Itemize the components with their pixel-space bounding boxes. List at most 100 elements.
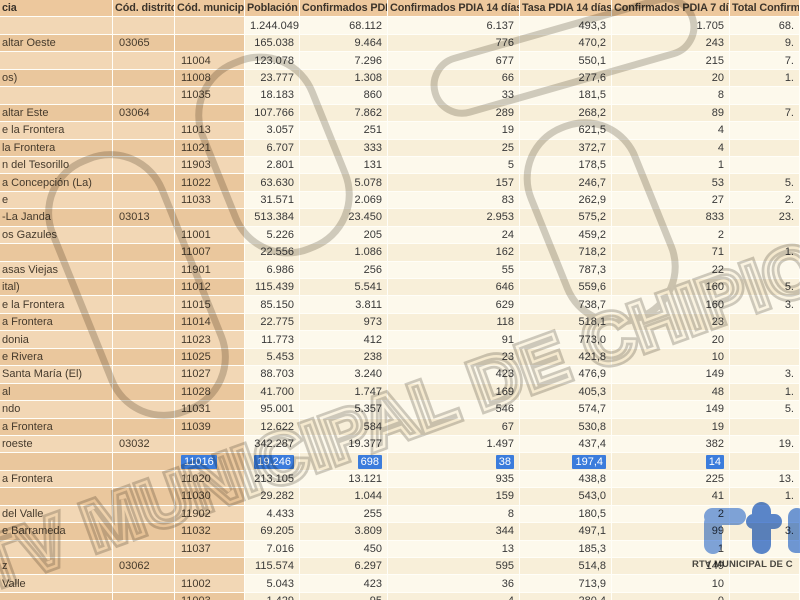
- confirmed-pdia-7d-cell[interactable]: 382: [612, 435, 730, 454]
- confirmed-pdia-cell[interactable]: 251: [300, 122, 388, 140]
- municipality-code-cell[interactable]: 11033: [175, 191, 245, 210]
- total-confirmed-cell[interactable]: [730, 540, 800, 558]
- municipality-name-cell[interactable]: ndo: [0, 401, 113, 419]
- table-row[interactable]: altar Oeste 03065 165.038 9.464 776 470,2 243 9…: [0, 34, 800, 53]
- total-confirmed-cell[interactable]: 1.: [730, 488, 800, 506]
- table-row[interactable]: 11030 29.282 1.044 159 543,0 41 1.: [0, 488, 800, 506]
- district-code-cell[interactable]: [113, 366, 175, 384]
- confirmed-pdia-14d-cell[interactable]: 13: [388, 540, 520, 558]
- municipality-name-cell[interactable]: [0, 592, 113, 600]
- confirmed-pdia-14d-cell[interactable]: 289: [388, 104, 520, 123]
- confirmed-pdia-14d-cell[interactable]: 25: [388, 139, 520, 157]
- rate-pdia-14d-cell[interactable]: 185,3: [520, 540, 612, 558]
- confirmed-pdia-7d-cell[interactable]: 149: [612, 558, 730, 576]
- municipality-name-cell[interactable]: e la Frontera: [0, 296, 113, 314]
- confirmed-pdia-7d-cell[interactable]: 53: [612, 174, 730, 192]
- total-confirmed-cell[interactable]: [730, 156, 800, 175]
- population-cell[interactable]: 63.630: [245, 174, 300, 192]
- municipality-code-cell[interactable]: 11001: [175, 226, 245, 245]
- municipality-code-cell[interactable]: 11027: [175, 366, 245, 384]
- confirmed-pdia-14d-cell[interactable]: 19: [388, 122, 520, 140]
- population-cell[interactable]: 85.150: [245, 296, 300, 314]
- confirmed-pdia-14d-cell[interactable]: 776: [388, 34, 520, 53]
- confirmed-pdia-7d-cell[interactable]: 0: [612, 592, 730, 600]
- population-cell[interactable]: 165.038: [245, 34, 300, 53]
- municipality-name-cell[interactable]: [0, 488, 113, 506]
- municipality-code-cell[interactable]: 11902: [175, 505, 245, 524]
- confirmed-pdia-7d-cell[interactable]: 23: [612, 313, 730, 332]
- confirmed-pdia-7d-cell[interactable]: 2: [612, 505, 730, 524]
- total-confirmed-cell[interactable]: [730, 575, 800, 593]
- municipality-code-cell[interactable]: 11035: [175, 87, 245, 105]
- district-code-cell[interactable]: [113, 296, 175, 314]
- rate-pdia-14d-cell[interactable]: 277,6: [520, 69, 612, 88]
- confirmed-pdia-7d-cell[interactable]: 833: [612, 209, 730, 227]
- confirmed-pdia-14d-cell[interactable]: 67: [388, 418, 520, 436]
- municipality-name-cell[interactable]: la Frontera: [0, 139, 113, 157]
- total-confirmed-cell[interactable]: 7.: [730, 52, 800, 70]
- municipality-name-cell[interactable]: e: [0, 191, 113, 210]
- confirmed-pdia-7d-cell[interactable]: 149: [612, 401, 730, 419]
- population-cell[interactable]: 7.016: [245, 540, 300, 558]
- total-confirmed-cell[interactable]: 3.: [730, 296, 800, 314]
- rate-pdia-14d-cell[interactable]: 459,2: [520, 226, 612, 245]
- confirmed-pdia-14d-cell[interactable]: 4: [388, 592, 520, 600]
- table-row[interactable]: e la Frontera 11013 3.057 251 19 621,5 4: [0, 122, 800, 140]
- table-row[interactable]: 11037 7.016 450 13 185,3 1: [0, 540, 800, 558]
- district-code-cell[interactable]: [113, 401, 175, 419]
- rate-pdia-14d-cell[interactable]: 574,7: [520, 401, 612, 419]
- confirmed-pdia-14d-cell[interactable]: 595: [388, 558, 520, 576]
- rate-pdia-14d-cell[interactable]: 787,3: [520, 261, 612, 279]
- municipality-code-cell[interactable]: [175, 104, 245, 123]
- confirmed-pdia-7d-cell[interactable]: 41: [612, 488, 730, 506]
- header-confirmados-pdia[interactable]: Confirmados PDIA: [300, 0, 388, 18]
- population-cell[interactable]: 6.707: [245, 139, 300, 157]
- municipality-code-cell[interactable]: 11031: [175, 401, 245, 419]
- district-code-cell[interactable]: [113, 139, 175, 157]
- district-code-cell[interactable]: [113, 470, 175, 489]
- population-cell[interactable]: 19.246: [245, 453, 300, 471]
- header-total-confirmados[interactable]: Total Confirma: [730, 0, 800, 18]
- municipality-code-cell[interactable]: 11012: [175, 279, 245, 297]
- total-confirmed-cell[interactable]: [730, 453, 800, 471]
- confirmed-pdia-7d-cell[interactable]: 1: [612, 540, 730, 558]
- municipality-name-cell[interactable]: [0, 87, 113, 105]
- confirmed-pdia-cell[interactable]: 7.862: [300, 104, 388, 123]
- district-code-cell[interactable]: [113, 592, 175, 600]
- rate-pdia-14d-cell[interactable]: 421,8: [520, 348, 612, 367]
- municipality-code-cell[interactable]: 11008: [175, 69, 245, 88]
- confirmed-pdia-cell[interactable]: 68.112: [300, 17, 388, 35]
- confirmed-pdia-cell[interactable]: 131: [300, 156, 388, 175]
- district-code-cell[interactable]: [113, 453, 175, 471]
- municipality-code-cell[interactable]: 11014: [175, 313, 245, 332]
- table-row[interactable]: e la Frontera 11015 85.150 3.811 629 738,7 160…: [0, 296, 800, 314]
- confirmed-pdia-cell[interactable]: 1.308: [300, 69, 388, 88]
- municipality-code-cell[interactable]: 11025: [175, 348, 245, 367]
- rate-pdia-14d-cell[interactable]: 372,7: [520, 139, 612, 157]
- table-row[interactable]: donia 11023 11.773 412 91 773,0 20: [0, 331, 800, 349]
- confirmed-pdia-7d-cell[interactable]: 8: [612, 87, 730, 105]
- municipality-name-cell[interactable]: [0, 540, 113, 558]
- total-confirmed-cell[interactable]: [730, 261, 800, 279]
- municipality-name-cell[interactable]: a Concepción (La): [0, 174, 113, 192]
- table-row[interactable]: 11003 1.429 95 4 280,4 0: [0, 592, 800, 600]
- confirmed-pdia-cell[interactable]: 423: [300, 575, 388, 593]
- header-confirmados-pdia-7-dias[interactable]: Confirmados PDIA 7 días: [612, 0, 730, 18]
- municipality-name-cell[interactable]: donia: [0, 331, 113, 349]
- district-code-cell[interactable]: 03064: [113, 104, 175, 123]
- header-confirmados-pdia-14-dias[interactable]: Confirmados PDIA 14 días: [388, 0, 520, 18]
- rate-pdia-14d-cell[interactable]: 493,3: [520, 17, 612, 35]
- table-row[interactable]: Santa María (El) 11027 88.703 3.240 423 476,9…: [0, 366, 800, 384]
- district-code-cell[interactable]: [113, 69, 175, 88]
- confirmed-pdia-7d-cell[interactable]: 149: [612, 366, 730, 384]
- confirmed-pdia-7d-cell[interactable]: 48: [612, 383, 730, 402]
- municipality-code-cell[interactable]: 11021: [175, 139, 245, 157]
- confirmed-pdia-7d-cell[interactable]: 1.705: [612, 17, 730, 35]
- confirmed-pdia-14d-cell[interactable]: 66: [388, 69, 520, 88]
- municipality-code-cell[interactable]: [175, 17, 245, 35]
- total-confirmed-cell[interactable]: [730, 122, 800, 140]
- header-tasa-pdia-14-dias[interactable]: Tasa PDIA 14 días: [520, 0, 612, 18]
- table-row[interactable]: altar Este 03064 107.766 7.862 289 268,2 89 7.: [0, 104, 800, 123]
- confirmed-pdia-7d-cell[interactable]: 160: [612, 279, 730, 297]
- confirmed-pdia-14d-cell[interactable]: 5: [388, 156, 520, 175]
